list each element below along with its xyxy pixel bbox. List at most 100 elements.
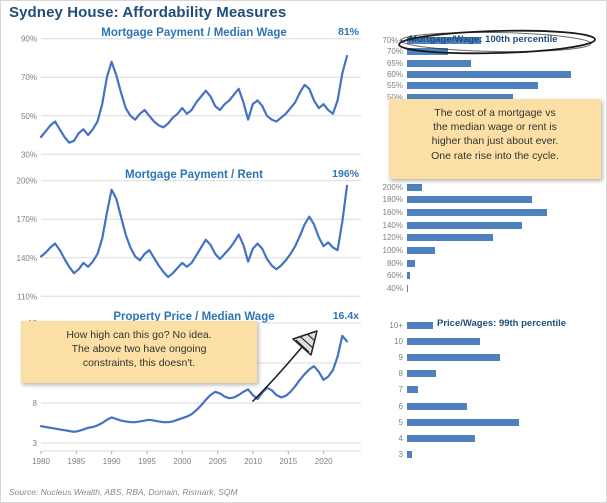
- bar: [407, 82, 538, 90]
- histogram-mortgage-wage: Mortgage/Wage: 100th percentile 70%+ 70% 6…: [377, 34, 603, 103]
- bar-row: 100%: [377, 244, 603, 257]
- svg-text:2000: 2000: [173, 457, 191, 466]
- bar-row: 180%: [377, 194, 603, 207]
- bar: [407, 354, 500, 362]
- chart-mortgage-vs-wage: Mortgage Payment / Median Wage 81% 30% 50…: [7, 25, 365, 167]
- bar-category-label: 70%+: [382, 36, 403, 46]
- line-plot: 30% 50% 70% 90%: [7, 25, 365, 167]
- bar-category-label: 7: [398, 385, 403, 395]
- bar-row: 70%: [377, 46, 603, 57]
- bar-row: 40%: [377, 282, 603, 295]
- bar-category-label: 160%: [382, 208, 403, 218]
- bar: [407, 93, 514, 101]
- bar-row: 9: [377, 349, 603, 365]
- bar-row: 7: [377, 382, 603, 398]
- latest-value-label: 81%: [337, 26, 359, 38]
- bar-category-label: 40%: [386, 284, 403, 294]
- bar-category-label: 60%: [386, 70, 403, 80]
- chart-title: Price/Wages: 99th percentile: [437, 318, 567, 329]
- histogram-mortgage-rent: 200% 180% 160% 140% 120% 100% 80% 60% 40%: [377, 181, 603, 295]
- svg-text:1990: 1990: [103, 457, 121, 466]
- bar-category-label: 120%: [382, 233, 403, 243]
- chart-title: Mortgage Payment / Median Wage: [101, 27, 287, 39]
- bar-row: 4: [377, 431, 603, 447]
- chart-title: Mortgage Payment / Rent: [124, 169, 264, 181]
- bar-category-label: 60%: [386, 271, 403, 281]
- bar-category-label: 6: [398, 401, 403, 411]
- source-note: Source: Nucleus Wealth, ABS, RBA, Domain…: [9, 487, 238, 497]
- bar: [407, 209, 548, 217]
- bar: [407, 272, 410, 280]
- bar-row: 3: [377, 447, 603, 463]
- bar-category-label: 55%: [386, 81, 403, 91]
- bar-category-label: 200%: [382, 182, 403, 192]
- bar: [407, 183, 423, 191]
- bar-category-label: 100%: [382, 246, 403, 256]
- bar-category-label: 5: [398, 417, 403, 427]
- bar-row: 55%: [377, 80, 603, 91]
- bar-category-label: 180%: [382, 195, 403, 205]
- bar-category-label: 8: [398, 369, 403, 379]
- svg-text:1985: 1985: [67, 457, 85, 466]
- chart-title: Property Price / Median Wage: [113, 311, 275, 323]
- bar-category-label: 10: [394, 336, 403, 346]
- svg-text:2005: 2005: [209, 457, 227, 466]
- bar-category-label: 50%: [386, 92, 403, 102]
- bar-category-label: 65%: [386, 58, 403, 68]
- bar-category-label: 4: [398, 434, 403, 444]
- bar-row: 60%: [377, 270, 603, 283]
- line-plot: 110% 140% 170% 200%: [7, 167, 365, 309]
- svg-text:70%: 70%: [21, 73, 37, 82]
- svg-text:90%: 90%: [21, 35, 37, 44]
- bar: [407, 234, 493, 242]
- svg-text:200%: 200%: [17, 177, 37, 186]
- bar: [407, 386, 419, 394]
- svg-text:2010: 2010: [244, 457, 262, 466]
- bar-row: 10: [377, 333, 603, 349]
- bar-row: 6: [377, 398, 603, 414]
- svg-text:140%: 140%: [17, 254, 37, 263]
- bar: [407, 402, 468, 410]
- bar: [407, 451, 412, 459]
- bar-row: 65%: [377, 58, 603, 69]
- svg-text:2020: 2020: [315, 457, 333, 466]
- bar: [407, 48, 448, 56]
- bar-category-label: 10+: [389, 320, 403, 330]
- sticky-note-rates: The cost of a mortgage vs the median wag…: [389, 99, 601, 179]
- bar-row: 80%: [377, 257, 603, 270]
- bar: [407, 321, 433, 329]
- bar: [407, 71, 571, 79]
- bar: [407, 418, 519, 426]
- bar-row: 10+: [377, 317, 603, 333]
- sticky-note-constraints: How high can this go? No idea. The above…: [21, 321, 257, 383]
- histogram-price-wage: Price/Wages: 99th percentile 10+ 10 9 8 7 6 5 4…: [377, 317, 603, 463]
- bar: [407, 196, 532, 204]
- svg-text:2015: 2015: [279, 457, 297, 466]
- bar-category-label: 80%: [386, 258, 403, 268]
- bar-category-label: 70%: [386, 47, 403, 57]
- bar-row: 60%: [377, 69, 603, 80]
- bar: [407, 247, 436, 255]
- bar-row: 200%: [377, 181, 603, 194]
- bar: [407, 285, 409, 293]
- bar: [407, 259, 416, 267]
- bar-row: 50%: [377, 92, 603, 103]
- bar: [407, 59, 471, 67]
- svg-text:1995: 1995: [138, 457, 156, 466]
- svg-text:8: 8: [33, 399, 38, 408]
- bar-category-label: 9: [398, 353, 403, 363]
- chart-title: Mortgage/Wage: 100th percentile: [409, 34, 558, 45]
- bar-row: 5: [377, 414, 603, 430]
- bar-row: 140%: [377, 219, 603, 232]
- latest-value-label: 196%: [332, 168, 359, 180]
- bar-row: 8: [377, 366, 603, 382]
- chart-mortgage-vs-rent: Mortgage Payment / Rent 196% 110% 140% 170…: [7, 167, 365, 309]
- bar-category-label: 3: [398, 450, 403, 460]
- svg-text:50%: 50%: [21, 112, 37, 121]
- svg-text:30%: 30%: [21, 150, 37, 159]
- latest-value-label: 16.4x: [332, 310, 359, 322]
- bar: [407, 370, 437, 378]
- bar-row: 120%: [377, 232, 603, 245]
- svg-text:3: 3: [33, 439, 38, 448]
